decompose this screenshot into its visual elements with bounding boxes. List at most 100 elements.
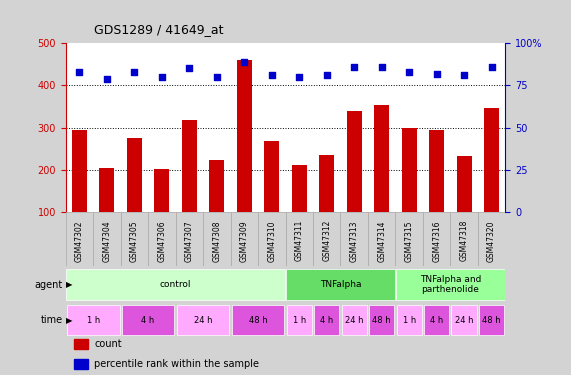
Text: percentile rank within the sample: percentile rank within the sample bbox=[94, 358, 259, 369]
Bar bbox=[66, 269, 285, 300]
Text: TNFalpha and
parthenolide: TNFalpha and parthenolide bbox=[420, 275, 481, 294]
Bar bbox=[237, 60, 252, 212]
Bar bbox=[347, 111, 362, 212]
Text: GSM47318: GSM47318 bbox=[460, 220, 469, 261]
Bar bbox=[313, 212, 340, 266]
Point bbox=[102, 76, 111, 82]
Text: GSM47306: GSM47306 bbox=[158, 220, 166, 262]
Point bbox=[432, 70, 441, 76]
Point bbox=[185, 65, 194, 71]
Bar bbox=[122, 305, 175, 335]
Bar bbox=[424, 305, 449, 335]
Bar bbox=[292, 165, 307, 212]
Text: 48 h: 48 h bbox=[249, 316, 267, 325]
Bar bbox=[423, 212, 451, 266]
Bar bbox=[74, 359, 88, 369]
Bar bbox=[369, 305, 395, 335]
Bar bbox=[127, 138, 142, 212]
Point bbox=[240, 58, 249, 64]
Bar bbox=[176, 305, 230, 335]
Bar bbox=[374, 105, 389, 212]
Bar bbox=[401, 128, 417, 212]
Bar bbox=[176, 212, 203, 266]
Text: time: time bbox=[41, 315, 63, 325]
Bar bbox=[451, 212, 478, 266]
Point bbox=[487, 64, 496, 70]
Bar bbox=[203, 212, 231, 266]
Bar bbox=[182, 120, 197, 212]
Bar bbox=[479, 305, 504, 335]
Bar bbox=[99, 168, 114, 212]
Text: ▶: ▶ bbox=[66, 280, 72, 289]
Text: 24 h: 24 h bbox=[345, 316, 364, 325]
Point bbox=[405, 69, 414, 75]
Bar bbox=[232, 305, 284, 335]
Point bbox=[377, 64, 386, 70]
Bar bbox=[67, 305, 119, 335]
Text: 1 h: 1 h bbox=[292, 316, 306, 325]
Text: GDS1289 / 41649_at: GDS1289 / 41649_at bbox=[94, 22, 224, 36]
Bar bbox=[457, 156, 472, 212]
Text: agent: agent bbox=[35, 280, 63, 290]
Bar bbox=[452, 305, 477, 335]
Bar bbox=[340, 212, 368, 266]
Text: GSM47314: GSM47314 bbox=[377, 220, 386, 261]
Text: GSM47315: GSM47315 bbox=[405, 220, 413, 261]
Text: 1 h: 1 h bbox=[87, 316, 100, 325]
Bar bbox=[319, 154, 334, 212]
Text: TNFalpha: TNFalpha bbox=[320, 280, 361, 289]
Text: GSM47313: GSM47313 bbox=[349, 220, 359, 261]
Bar bbox=[286, 269, 395, 300]
Text: 1 h: 1 h bbox=[403, 316, 416, 325]
Bar bbox=[264, 141, 279, 212]
Bar bbox=[429, 130, 444, 212]
Bar bbox=[258, 212, 286, 266]
Text: GSM47305: GSM47305 bbox=[130, 220, 139, 262]
Bar bbox=[395, 212, 423, 266]
Text: GSM47308: GSM47308 bbox=[212, 220, 222, 261]
Bar bbox=[286, 212, 313, 266]
Bar bbox=[72, 130, 87, 212]
Point bbox=[157, 74, 166, 80]
Point bbox=[212, 74, 222, 80]
Bar bbox=[396, 305, 422, 335]
Bar bbox=[484, 108, 499, 212]
Bar bbox=[148, 212, 176, 266]
Point bbox=[75, 69, 84, 75]
Text: 24 h: 24 h bbox=[455, 316, 473, 325]
Text: 4 h: 4 h bbox=[430, 316, 443, 325]
Text: GSM47304: GSM47304 bbox=[102, 220, 111, 262]
Bar bbox=[231, 212, 258, 266]
Bar bbox=[368, 212, 395, 266]
Text: GSM47311: GSM47311 bbox=[295, 220, 304, 261]
Text: 48 h: 48 h bbox=[372, 316, 391, 325]
Text: 4 h: 4 h bbox=[142, 316, 155, 325]
Text: count: count bbox=[94, 339, 122, 349]
Point bbox=[322, 72, 331, 78]
Point bbox=[267, 72, 276, 78]
Point bbox=[295, 74, 304, 80]
Text: 4 h: 4 h bbox=[320, 316, 333, 325]
Text: 48 h: 48 h bbox=[482, 316, 501, 325]
Text: 24 h: 24 h bbox=[194, 316, 212, 325]
Text: GSM47310: GSM47310 bbox=[267, 220, 276, 261]
Bar bbox=[93, 212, 120, 266]
Text: control: control bbox=[160, 280, 191, 289]
Bar bbox=[74, 339, 88, 349]
Bar bbox=[120, 212, 148, 266]
Text: GSM47312: GSM47312 bbox=[322, 220, 331, 261]
Text: ▶: ▶ bbox=[66, 316, 72, 325]
Bar bbox=[396, 269, 505, 300]
Text: GSM47309: GSM47309 bbox=[240, 220, 249, 262]
Bar bbox=[287, 305, 312, 335]
Text: GSM47320: GSM47320 bbox=[487, 220, 496, 261]
Bar bbox=[209, 160, 224, 212]
Point bbox=[349, 64, 359, 70]
Point bbox=[130, 69, 139, 75]
Bar bbox=[478, 212, 505, 266]
Bar bbox=[154, 169, 170, 212]
Text: GSM47302: GSM47302 bbox=[75, 220, 84, 261]
Point bbox=[460, 72, 469, 78]
Text: GSM47307: GSM47307 bbox=[185, 220, 194, 262]
Bar bbox=[66, 212, 93, 266]
